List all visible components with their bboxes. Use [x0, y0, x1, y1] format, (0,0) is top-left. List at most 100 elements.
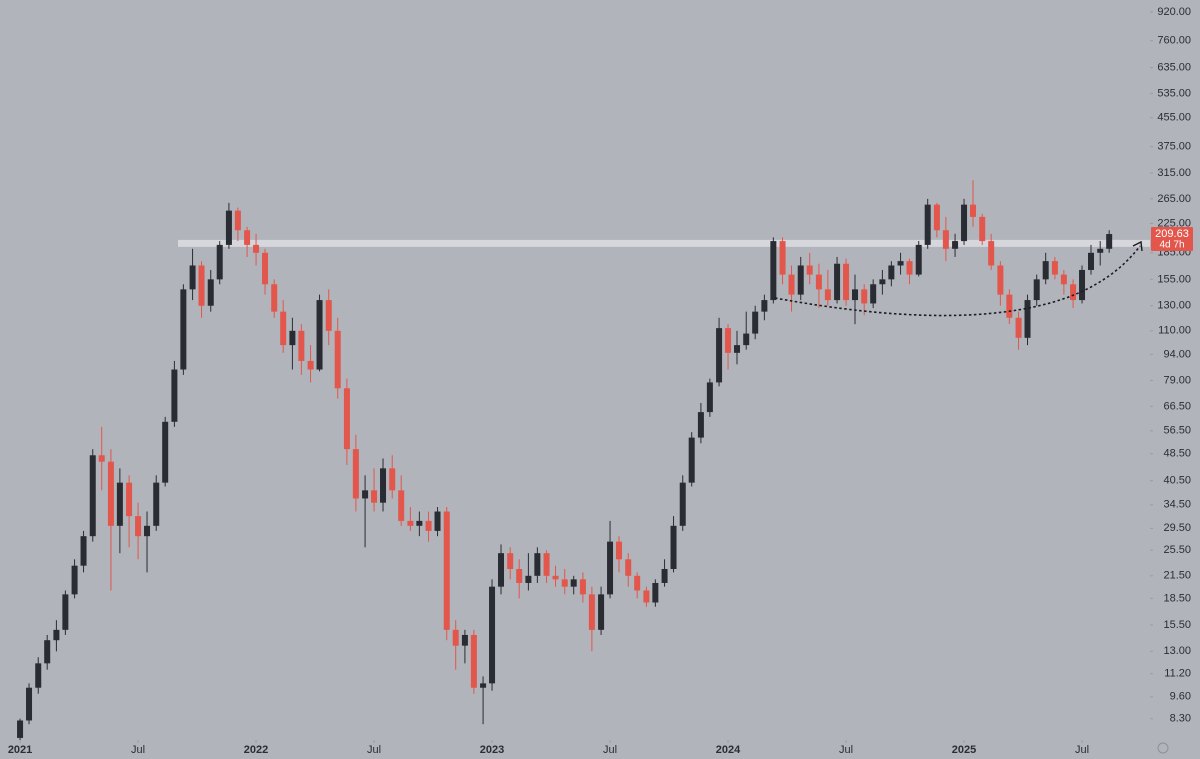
candle-body — [1015, 317, 1022, 338]
candle-body — [443, 511, 450, 630]
candle-body — [1088, 252, 1095, 270]
y-tick-label: 155.00 — [1157, 273, 1191, 285]
candle-body — [452, 629, 459, 646]
candle-body — [598, 594, 605, 630]
candle-body — [1106, 234, 1113, 249]
candle-body — [371, 490, 378, 503]
candle-body — [180, 289, 187, 370]
y-tick-label: 11.20 — [1164, 668, 1191, 680]
y-tick-label: 265.00 — [1157, 193, 1191, 205]
candle-body — [307, 360, 314, 370]
candle-body — [325, 300, 332, 331]
candle-body — [625, 559, 632, 576]
x-tick-label: 2022 — [244, 744, 268, 756]
y-tick-label: 25.50 — [1163, 544, 1191, 556]
candle-body — [44, 640, 51, 664]
x-tick-label: 2023 — [480, 744, 504, 756]
price-label: 209.63 — [1155, 228, 1189, 240]
candle-body — [153, 482, 160, 526]
candle-body — [924, 204, 931, 245]
trend-curve — [774, 245, 1141, 317]
candle-body — [652, 582, 659, 603]
x-tick-label: Jul — [603, 744, 617, 756]
y-tick-label: 79.00 — [1163, 374, 1191, 386]
band-layer — [178, 239, 1150, 247]
resistance-band — [178, 239, 1150, 247]
y-tick-label: 535.00 — [1157, 87, 1191, 99]
y-tick-label: 635.00 — [1157, 62, 1191, 74]
candle-body — [461, 634, 468, 646]
candle-body — [507, 553, 514, 569]
candle-body — [516, 568, 523, 583]
candle-body — [806, 265, 813, 275]
y-tick-label: 48.50 — [1163, 448, 1191, 460]
candle-body — [697, 412, 704, 438]
candle-body — [988, 241, 995, 266]
candle-body — [35, 663, 42, 688]
candle-body — [824, 289, 831, 301]
candle-body — [1033, 279, 1040, 301]
candle-body — [888, 265, 895, 280]
candle-body — [207, 279, 214, 306]
candle-body — [779, 241, 786, 275]
candle-body — [915, 244, 922, 275]
candle-body — [579, 579, 586, 595]
candle-body — [389, 468, 396, 491]
candle-body — [534, 553, 541, 576]
candle-body — [26, 687, 33, 721]
candle-body — [1070, 284, 1077, 301]
y-tick-label: 9.60 — [1170, 691, 1191, 703]
x-tick-label: 2025 — [952, 744, 976, 756]
candle-body — [1079, 269, 1086, 301]
candle-body — [1006, 294, 1013, 318]
y-tick-label: 185.00 — [1157, 247, 1191, 259]
candle-body — [997, 265, 1004, 295]
x-tick-label: Jul — [131, 744, 145, 756]
candle-body — [1097, 248, 1104, 253]
candle-body — [743, 333, 750, 346]
candle-body — [498, 553, 505, 587]
y-tick-label: 56.50 — [1163, 425, 1191, 437]
settings-icon[interactable] — [1157, 742, 1169, 754]
candle-body — [244, 230, 251, 245]
candle-body — [416, 520, 423, 526]
candle-body — [162, 421, 169, 483]
candle-body — [942, 230, 949, 249]
candle-body — [607, 541, 614, 595]
y-tick-label: 315.00 — [1157, 167, 1191, 179]
candle-body — [425, 520, 432, 531]
candle-body — [643, 590, 650, 603]
candle-body — [906, 261, 913, 275]
candle-body — [253, 244, 260, 253]
candle-body — [852, 289, 859, 301]
candle-body — [1060, 274, 1067, 285]
candle-body — [797, 265, 804, 295]
candle-body — [107, 461, 114, 526]
candle-body — [116, 482, 123, 526]
y-tick-label: 760.00 — [1157, 35, 1191, 47]
candle-body — [961, 204, 968, 242]
candle-body — [970, 204, 977, 217]
y-tick-label: 34.50 — [1163, 499, 1191, 511]
candle-body — [434, 511, 441, 531]
candle-body — [343, 388, 350, 450]
candle-body — [834, 263, 841, 301]
y-tick-label: 225.00 — [1157, 217, 1191, 229]
y-tick-label: 110.00 — [1158, 325, 1191, 337]
candle-body — [280, 311, 287, 346]
candle-body — [53, 629, 60, 641]
y-tick-label: 94.00 — [1163, 348, 1191, 360]
candles-layer — [17, 180, 1113, 740]
candle-body — [897, 261, 904, 266]
candle-body — [661, 568, 668, 583]
candle-body — [634, 575, 641, 591]
candle-body — [298, 330, 305, 361]
candle-body — [952, 241, 959, 249]
candle-body — [316, 300, 323, 370]
candle-body — [1051, 261, 1058, 275]
price-tag — [1151, 227, 1193, 252]
y-tick-label: 21.50 — [1163, 570, 1191, 582]
y-tick-label: 375.00 — [1157, 141, 1191, 153]
candle-body — [144, 525, 151, 537]
